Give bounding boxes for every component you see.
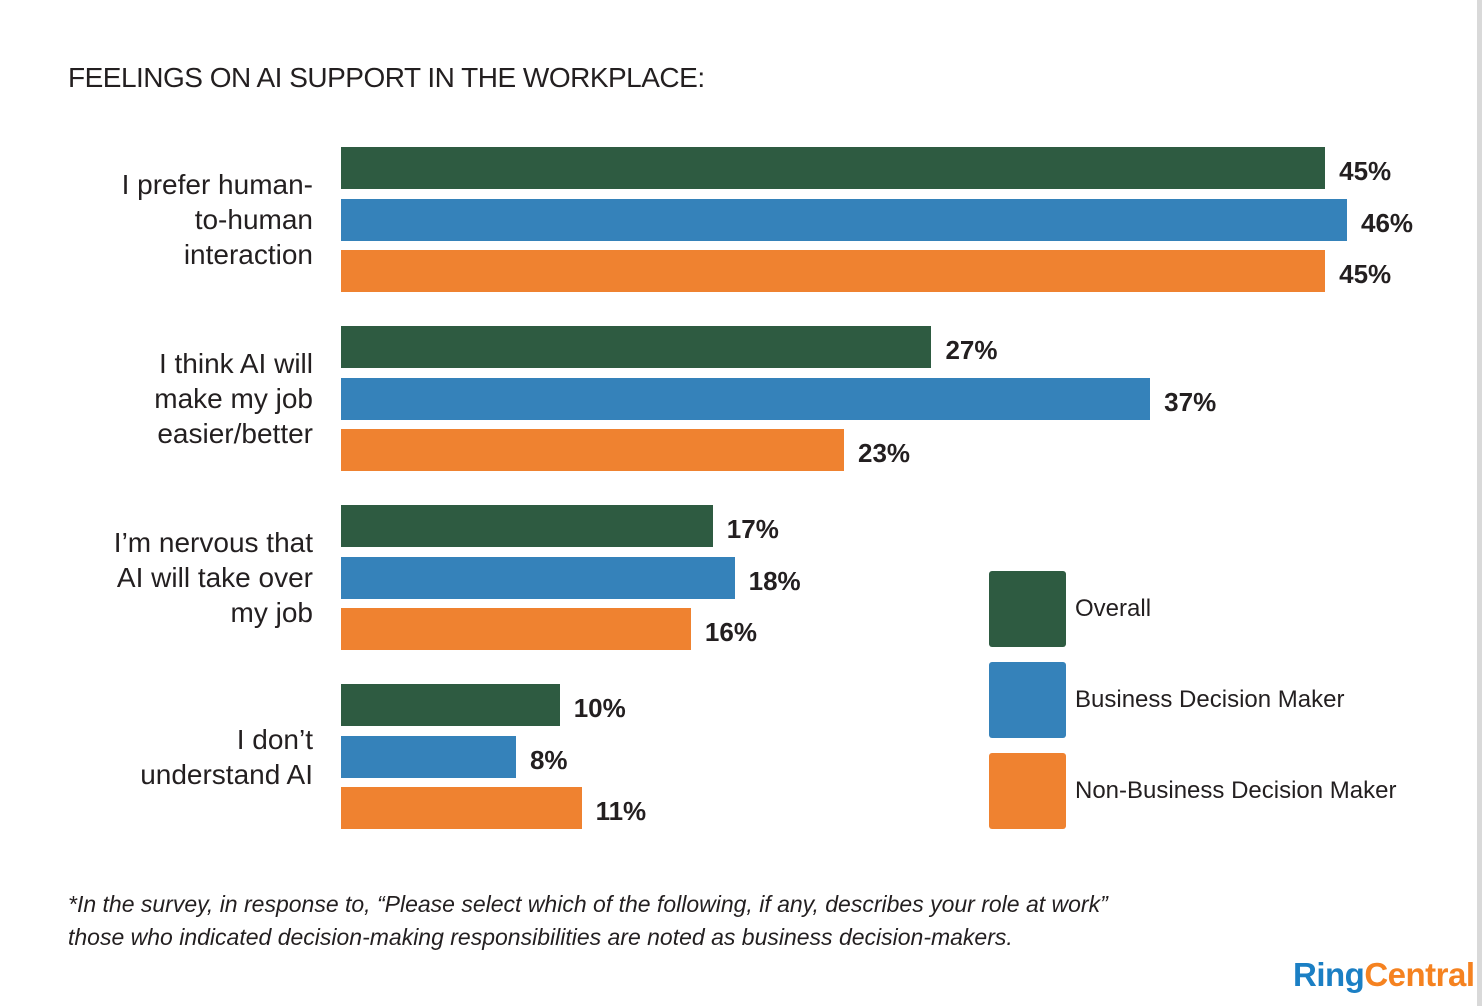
category-label-line: easier/better (157, 418, 313, 449)
logo-text-ring: Ring (1293, 956, 1365, 993)
bar (341, 147, 1326, 189)
footnote-line-2: those who indicated decision-making resp… (68, 924, 1013, 950)
bar (341, 505, 713, 547)
legend-swatch (989, 571, 1066, 647)
page-edge (1477, 0, 1482, 1006)
category-label-line: I’m nervous that (113, 527, 313, 558)
data-label: 16% (704, 617, 757, 647)
data-label: 17% (726, 514, 779, 544)
data-label: 37% (1164, 386, 1217, 417)
data-label: 11% (595, 796, 647, 826)
category-label-line: make my job (154, 383, 313, 414)
category-label-line: to-human (194, 204, 313, 235)
bar (341, 787, 582, 829)
bar (341, 326, 932, 368)
bar (341, 684, 560, 726)
legend-label: Overall (1075, 595, 1152, 622)
bar (341, 429, 844, 471)
category-label: I prefer human-to-human interaction (23, 167, 313, 272)
logo-text-central: Central (1364, 956, 1475, 993)
legend-label: Business Decision Maker (1075, 686, 1345, 713)
category-label-line: AI will take over (116, 562, 313, 593)
category-label: I’m nervous that AI will take over my job (23, 525, 313, 630)
chart-title: FEELINGS ON AI SUPPORT IN THE WORKPLACE: (68, 62, 705, 93)
category-label-line: I prefer human- (121, 169, 313, 200)
bar (341, 556, 735, 599)
footnote-line-1: *In the survey, in response to, “Please … (68, 891, 1108, 917)
bar (341, 608, 691, 650)
legend-label: Non-Business Decision Maker (1075, 777, 1397, 804)
data-label: 45% (1339, 259, 1392, 289)
data-label: 45% (1339, 156, 1392, 186)
bar (341, 377, 1151, 420)
category-label-line: I think AI will (158, 348, 313, 379)
category-label: I don’t understand AI (23, 722, 313, 792)
data-label: 46% (1361, 207, 1414, 238)
category-label-line: understand AI (140, 758, 313, 790)
footnote: *In the survey, in response to, “Please … (68, 888, 1108, 954)
category-label-line: my job (230, 597, 313, 628)
data-label: 18% (748, 565, 801, 596)
category-label: I think AI will make my job easier/better (23, 346, 313, 451)
bar (341, 250, 1326, 292)
legend-swatch (989, 662, 1066, 738)
category-label-line: interaction (183, 239, 313, 270)
bar (341, 735, 516, 778)
legend-swatch (989, 753, 1066, 829)
data-label: 8% (529, 744, 568, 775)
data-label: 10% (573, 693, 626, 723)
category-label-line: I don’t (236, 723, 313, 755)
ringcentral-logo: RingCentral (1293, 956, 1475, 994)
data-label: 27% (945, 335, 998, 365)
bar (341, 198, 1347, 241)
data-label: 23% (858, 438, 911, 468)
